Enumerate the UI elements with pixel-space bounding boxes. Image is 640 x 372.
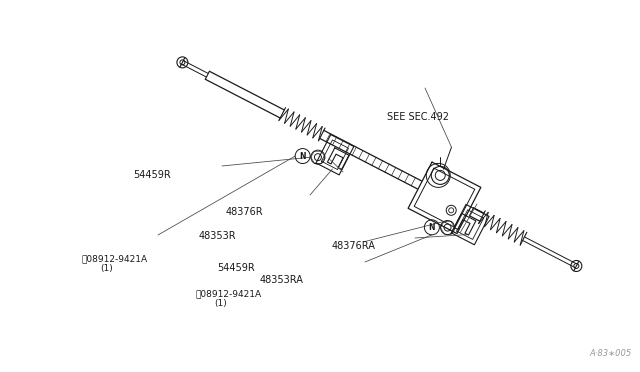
Text: (1): (1) xyxy=(100,264,113,273)
Text: 48376R: 48376R xyxy=(225,207,263,217)
Text: N: N xyxy=(300,151,306,161)
Text: 48353R: 48353R xyxy=(198,231,236,241)
Text: (1): (1) xyxy=(214,299,227,308)
Text: SEE SEC.492: SEE SEC.492 xyxy=(387,112,449,122)
Text: 54459R: 54459R xyxy=(133,170,171,180)
Text: 48353RA: 48353RA xyxy=(259,275,303,285)
Text: Ⓝ08912-9421A: Ⓝ08912-9421A xyxy=(82,254,148,263)
Text: Ⓝ08912-9421A: Ⓝ08912-9421A xyxy=(196,289,262,298)
Text: 48376RA: 48376RA xyxy=(332,241,376,251)
Text: A·83∗005: A·83∗005 xyxy=(589,349,632,358)
Text: N: N xyxy=(429,223,435,232)
Text: 54459R: 54459R xyxy=(218,263,255,273)
